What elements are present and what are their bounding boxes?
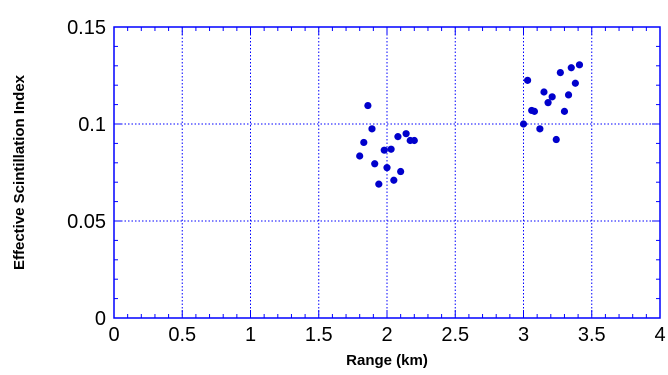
data-point [387,145,395,153]
x-tick-labels: 0 0.5 1 1.5 2 2.5 3 3.5 4 [108,324,665,346]
data-point [530,107,539,115]
data-points [356,61,584,188]
data-point [540,88,548,96]
x-tick-label: 1.5 [305,324,333,346]
data-point [383,164,391,172]
x-tick-label: 3 [518,324,529,346]
data-point [567,64,575,72]
data-point [536,125,544,133]
x-tick-label: 1 [245,324,256,346]
data-point [556,68,564,77]
x-tick-label: 0.5 [168,324,196,346]
tick-marks [113,26,661,319]
x-tick-label: 4 [654,324,665,346]
data-point [371,160,379,168]
data-point [519,120,528,128]
y-tick-labels: 0 0.05 0.1 0.15 [67,17,106,330]
data-point [360,138,368,147]
y-tick-label: 0.15 [67,17,106,39]
data-point [523,76,532,84]
data-point [548,93,556,101]
x-tick-label: 2 [381,324,392,346]
x-axis-label: Range (km) [346,352,428,369]
data-point [560,107,569,115]
gridlines [114,27,660,318]
data-point [410,136,418,145]
data-point [544,99,552,107]
y-tick-label: 0 [95,308,106,330]
data-point [552,135,560,144]
x-tick-label: 3.5 [578,324,606,346]
data-point [397,167,405,176]
data-point [356,152,364,160]
data-point [571,79,579,87]
data-point [575,61,584,69]
data-point [375,180,383,188]
data-point [564,91,573,99]
plot-frame [113,26,661,319]
data-point [390,176,398,184]
data-point [402,130,410,138]
data-point [394,133,402,141]
data-point [368,125,376,133]
data-point [380,146,388,154]
y-tick-label: 0.1 [78,114,106,136]
y-tick-label: 0.05 [67,211,106,233]
x-tick-label: 0 [108,324,119,346]
data-point [364,101,372,110]
x-tick-label: 2.5 [441,324,469,346]
y-axis-label: Effective Scintillation Index [11,74,28,270]
